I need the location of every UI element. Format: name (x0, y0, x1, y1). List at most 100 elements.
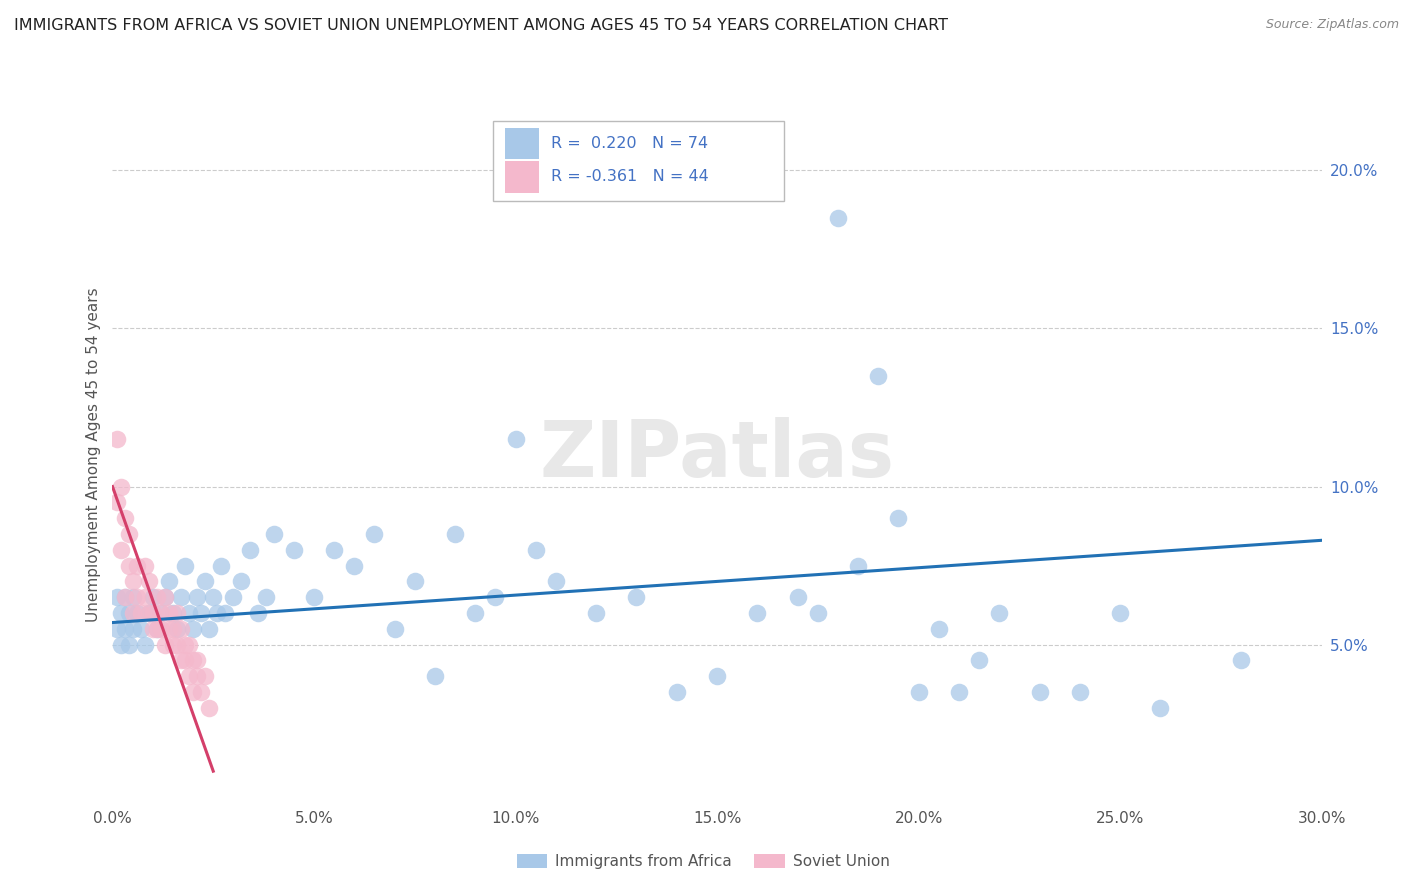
Text: ZIPatlas: ZIPatlas (540, 417, 894, 493)
Point (134, 591, 156, 605)
FancyBboxPatch shape (506, 128, 540, 159)
Point (198, 622, 221, 636)
Point (323, 542, 346, 557)
Point (153, 591, 176, 605)
Point (343, 558, 366, 573)
Point (174, 638, 197, 652)
Point (194, 669, 217, 683)
Point (114, 511, 136, 525)
Point (384, 622, 406, 636)
Point (146, 591, 169, 605)
Point (166, 638, 188, 652)
Point (214, 606, 236, 620)
Point (190, 685, 212, 699)
Text: IMMIGRANTS FROM AFRICA VS SOVIET UNION UNEMPLOYMENT AMONG AGES 45 TO 54 YEARS CO: IMMIGRANTS FROM AFRICA VS SOVIET UNION U… (14, 18, 948, 33)
Point (887, 511, 910, 525)
Point (1069, 685, 1091, 699)
Point (827, 211, 849, 225)
Point (1028, 685, 1050, 699)
Point (928, 622, 950, 636)
Point (114, 591, 136, 605)
Point (1109, 606, 1132, 620)
Point (117, 606, 139, 620)
Point (153, 591, 176, 605)
Point (807, 606, 830, 620)
Point (207, 606, 229, 620)
Point (254, 591, 277, 605)
Point (134, 638, 156, 652)
Point (544, 574, 567, 589)
Point (484, 591, 506, 605)
Legend: Immigrants from Africa, Soviet Union: Immigrants from Africa, Soviet Union (510, 848, 896, 875)
Point (157, 574, 180, 589)
Point (283, 542, 305, 557)
Point (117, 558, 139, 573)
Point (105, 495, 128, 509)
Point (162, 622, 184, 636)
Point (142, 606, 165, 620)
Point (146, 622, 169, 636)
Point (149, 606, 172, 620)
Point (423, 669, 446, 683)
Point (1149, 701, 1171, 715)
Point (121, 622, 143, 636)
Point (626, 591, 648, 605)
Point (363, 527, 385, 541)
Point (302, 591, 325, 605)
Point (153, 638, 176, 652)
Point (142, 591, 165, 605)
Point (505, 432, 527, 446)
Point (121, 591, 143, 605)
Point (181, 653, 204, 667)
Point (747, 606, 769, 620)
Point (149, 622, 172, 636)
Point (121, 574, 143, 589)
Point (202, 591, 225, 605)
Point (181, 685, 204, 699)
Point (177, 669, 200, 683)
Point (404, 574, 426, 589)
Point (170, 591, 193, 605)
Point (114, 591, 136, 605)
Point (786, 591, 808, 605)
Point (464, 606, 486, 620)
Point (170, 653, 193, 667)
Point (134, 558, 156, 573)
Point (129, 606, 152, 620)
Point (142, 622, 165, 636)
Point (846, 558, 869, 573)
Point (121, 606, 143, 620)
Point (263, 527, 285, 541)
Point (231, 574, 253, 589)
Point (105, 622, 128, 636)
Point (125, 606, 148, 620)
Point (177, 638, 200, 652)
Point (125, 591, 148, 605)
Point (194, 574, 217, 589)
Point (181, 622, 204, 636)
Point (907, 685, 929, 699)
Text: Source: ZipAtlas.com: Source: ZipAtlas.com (1265, 18, 1399, 31)
FancyBboxPatch shape (506, 161, 540, 193)
Point (967, 653, 990, 667)
Point (162, 638, 184, 652)
Point (125, 558, 148, 573)
Point (110, 479, 132, 493)
Point (524, 542, 547, 557)
Point (246, 606, 269, 620)
Point (166, 622, 188, 636)
Point (209, 558, 232, 573)
Point (162, 606, 184, 620)
Point (117, 638, 139, 652)
Point (1230, 653, 1253, 667)
Point (186, 591, 208, 605)
Point (157, 622, 180, 636)
Text: R =  0.220   N = 74: R = 0.220 N = 74 (551, 136, 709, 151)
Point (146, 622, 169, 636)
Point (129, 622, 152, 636)
Point (186, 653, 208, 667)
Point (222, 591, 245, 605)
Point (868, 368, 890, 383)
Point (110, 606, 132, 620)
Point (110, 542, 132, 557)
